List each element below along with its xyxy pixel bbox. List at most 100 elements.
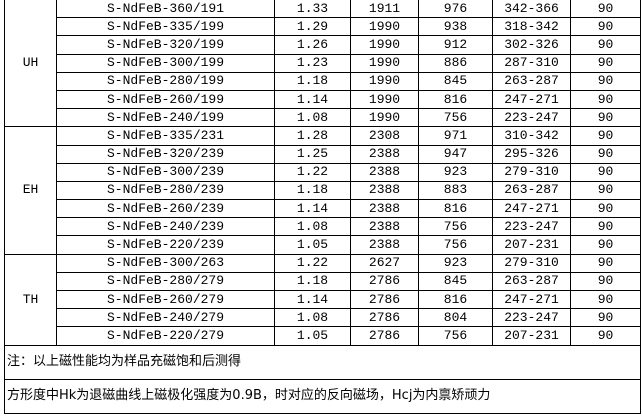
table-row: S-NdFeB-320/199 1.26 1990 912 302-326 90: [5, 35, 641, 55]
value-cell: 295-326: [492, 144, 571, 164]
value-cell: 263-287: [492, 180, 571, 201]
value-cell: 207-231: [492, 326, 571, 346]
table-row: S-NdFeB-240/279 1.08 2786 804 223-247 90: [5, 308, 641, 328]
value-cell: 90: [570, 35, 641, 55]
value-cell: 90: [570, 126, 641, 146]
value-cell: 90: [570, 326, 641, 346]
value-cell: 90: [570, 53, 641, 73]
value-cell: 1.08: [274, 217, 351, 237]
value-cell: 976: [418, 0, 493, 19]
value-cell: 1.08: [274, 308, 351, 328]
table-row: TH S-NdFeB-300/263 1.22 2627 923 279-310 90: [4, 253, 641, 346]
value-cell: 223-247: [492, 217, 571, 237]
value-cell: 1.18: [274, 71, 351, 91]
grade-name-cell: S-NdFeB-300/263: [56, 253, 275, 273]
value-cell: 263-287: [492, 71, 571, 91]
value-cell: 1.05: [274, 326, 351, 346]
value-cell: 279-310: [492, 253, 571, 273]
value-cell: 816: [418, 289, 493, 310]
value-cell: 2388: [350, 144, 419, 164]
value-cell: 90: [570, 180, 641, 201]
note-row: 方形度中Hk为退磁曲线上磁极化强度为0.9B，时对应的反向磁场，Hcj为内禀矫顽…: [4, 378, 641, 414]
value-cell: 90: [570, 199, 641, 219]
grade-name-cell: S-NdFeB-280/279: [56, 271, 275, 292]
table-row: S-NdFeB-280/239 1.18 2388 883 263-287 90: [5, 180, 641, 201]
note-row: 注：以上磁性能均为样品充磁饱和后测得: [4, 344, 641, 380]
value-cell: 1990: [350, 53, 419, 73]
value-cell: 90: [570, 253, 641, 273]
table-row: S-NdFeB-220/279 1.05 2786 756 207-231 90: [5, 326, 641, 346]
value-cell: 1.14: [274, 89, 351, 110]
value-cell: 1.26: [274, 35, 351, 55]
value-cell: 845: [418, 71, 493, 91]
table-row: S-NdFeB-320/239 1.25 2388 947 295-326 90: [5, 144, 641, 164]
value-cell: 247-271: [492, 289, 571, 310]
value-cell: 756: [418, 235, 493, 255]
value-cell: 207-231: [492, 235, 571, 255]
value-cell: 1.22: [274, 253, 351, 273]
grade-name-cell: S-NdFeB-240/239: [56, 217, 275, 237]
grade-name-cell: S-NdFeB-280/239: [56, 180, 275, 201]
value-cell: 938: [418, 17, 493, 37]
value-cell: 263-287: [492, 271, 571, 292]
value-cell: 90: [570, 71, 641, 91]
value-cell: 1.25: [274, 144, 351, 164]
value-cell: 2308: [350, 126, 419, 146]
value-cell: 1.22: [274, 162, 351, 182]
value-cell: 90: [570, 271, 641, 292]
value-cell: 2786: [350, 289, 419, 310]
table-row: S-NdFeB-260/279 1.14 2786 816 247-271 90: [5, 289, 641, 310]
value-cell: 90: [570, 89, 641, 110]
table-row: S-NdFeB-240/239 1.08 2388 756 223-247 90: [5, 217, 641, 237]
table-row: S-NdFeB-300/199 1.23 1990 886 287-310 90: [5, 53, 641, 73]
value-cell: 1.29: [274, 17, 351, 37]
table-row: UH S-NdFeB-360/191 1.33 1911 976 342-366 90: [4, 0, 641, 128]
value-cell: 1.08: [274, 108, 351, 128]
value-cell: 971: [418, 126, 493, 146]
value-cell: 2388: [350, 235, 419, 255]
value-cell: 310-342: [492, 126, 571, 146]
value-cell: 90: [570, 0, 641, 19]
value-cell: 1.33: [274, 0, 351, 19]
value-cell: 1990: [350, 71, 419, 91]
grade-cell: TH: [4, 253, 57, 346]
table-row: S-NdFeB-260/239 1.14 2388 816 247-271 90: [5, 199, 641, 219]
table-row: S-NdFeB-240/199 1.08 1990 756 223-247 90: [5, 108, 641, 128]
table-row: S-NdFeB-300/239 1.22 2388 923 279-310 90: [5, 162, 641, 182]
value-cell: 1990: [350, 108, 419, 128]
value-cell: 247-271: [492, 89, 571, 110]
value-cell: 886: [418, 53, 493, 73]
value-cell: 342-366: [492, 0, 571, 19]
value-cell: 1.05: [274, 235, 351, 255]
value-cell: 90: [570, 144, 641, 164]
value-cell: 2388: [350, 162, 419, 182]
value-cell: 1.18: [274, 271, 351, 292]
grade-name-cell: S-NdFeB-300/199: [56, 53, 275, 73]
value-cell: 1990: [350, 17, 419, 37]
grade-name-cell: S-NdFeB-240/199: [56, 108, 275, 128]
grade-cell: EH: [4, 126, 57, 255]
value-cell: 90: [570, 108, 641, 128]
value-cell: 923: [418, 162, 493, 182]
value-cell: 90: [570, 308, 641, 328]
grade-name-cell: S-NdFeB-280/199: [56, 71, 275, 91]
value-cell: 2388: [350, 180, 419, 201]
grade-name-cell: S-NdFeB-320/199: [56, 35, 275, 55]
value-cell: 247-271: [492, 199, 571, 219]
table-row: S-NdFeB-220/239 1.05 2388 756 207-231 90: [5, 235, 641, 255]
value-cell: 816: [418, 199, 493, 219]
grade-name-cell: S-NdFeB-260/239: [56, 199, 275, 219]
table-row: S-NdFeB-280/199 1.18 1990 845 263-287 90: [5, 71, 641, 91]
grade-name-cell: S-NdFeB-300/239: [56, 162, 275, 182]
value-cell: 1911: [350, 0, 419, 19]
value-cell: 1.18: [274, 180, 351, 201]
value-cell: 302-326: [492, 35, 571, 55]
grade-cell: UH: [4, 0, 57, 128]
grade-name-cell: S-NdFeB-320/239: [56, 144, 275, 164]
value-cell: 804: [418, 308, 493, 328]
value-cell: 1990: [350, 89, 419, 110]
value-cell: 845: [418, 271, 493, 292]
table-row: S-NdFeB-280/279 1.18 2786 845 263-287 90: [5, 271, 641, 292]
grade-name-cell: S-NdFeB-260/279: [56, 289, 275, 310]
value-cell: 923: [418, 253, 493, 273]
